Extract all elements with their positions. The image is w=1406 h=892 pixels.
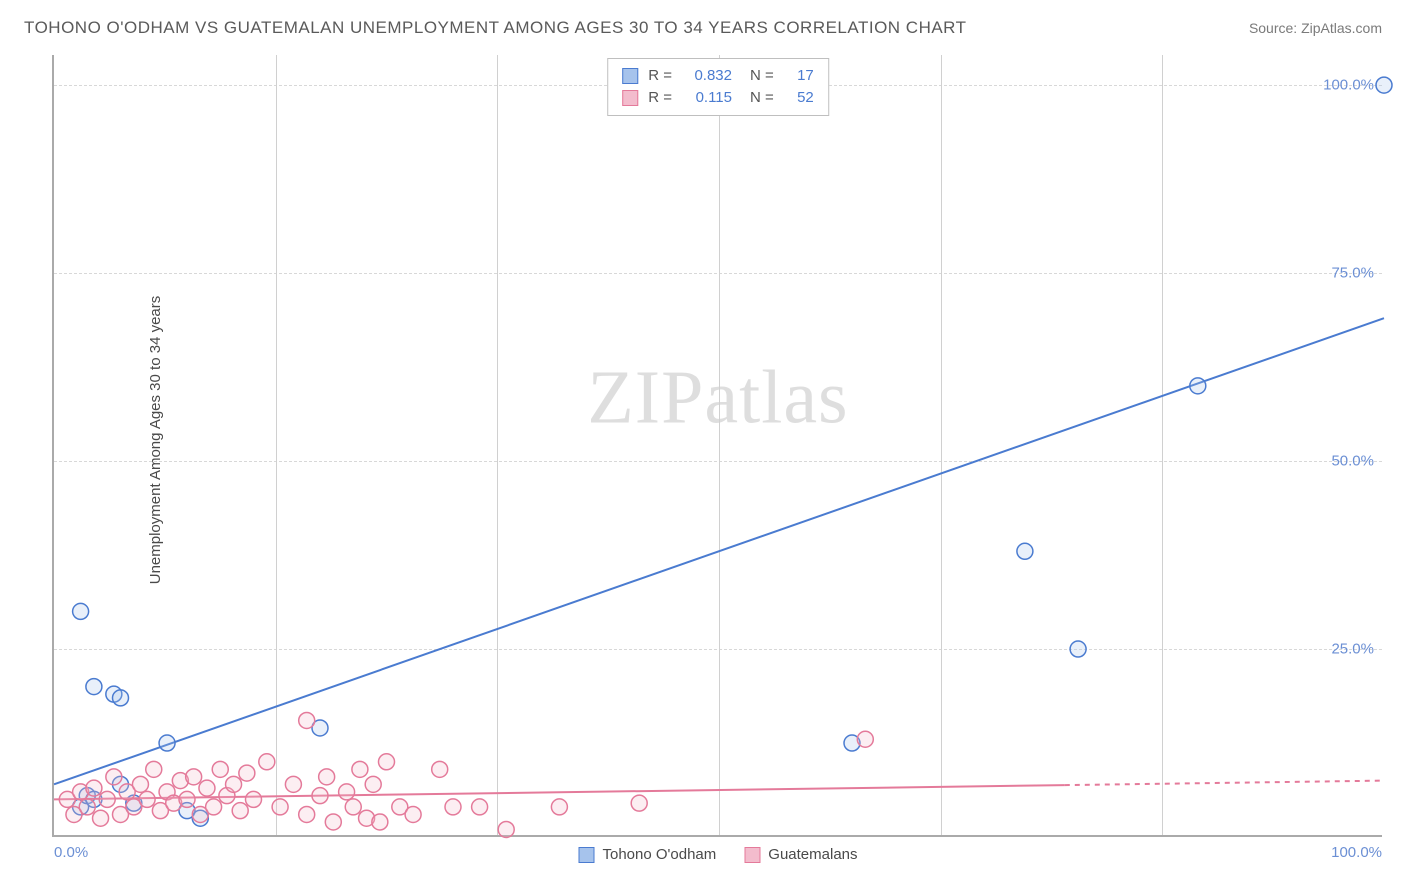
data-point [472,799,488,815]
data-point [1017,543,1033,559]
y-tick-label: 100.0% [1323,77,1374,94]
y-tick-label: 75.0% [1331,265,1374,282]
scatter-plot [54,55,1382,835]
data-point [93,810,109,826]
data-point [405,806,421,822]
data-point [312,788,328,804]
series-swatch [579,847,595,863]
r-value: 0.832 [682,65,732,87]
data-point [551,799,567,815]
n-value: 52 [784,87,814,109]
series-swatch [622,68,638,84]
data-point [99,791,115,807]
chart-area: ZIPatlas R =0.832N =17R =0.115N =52 Toho… [52,55,1382,837]
y-tick-label: 25.0% [1331,641,1374,658]
data-point [345,799,361,815]
x-tick-label: 0.0% [54,844,88,861]
data-point [226,776,242,792]
r-label: R = [648,65,672,87]
data-point [299,712,315,728]
data-point [445,799,461,815]
data-point [199,780,215,796]
data-point [1070,641,1086,657]
data-point [259,754,275,770]
n-value: 17 [784,65,814,87]
data-point [285,776,301,792]
n-label: N = [750,87,774,109]
data-point [299,806,315,822]
legend: Tohono O'odham Guatemalans [579,846,858,863]
legend-label: Tohono O'odham [603,846,717,863]
data-point [206,799,222,815]
data-point [352,761,368,777]
data-point [339,784,355,800]
data-point [365,776,381,792]
source-label: Source: ZipAtlas.com [1249,20,1382,36]
data-point [246,791,262,807]
trend-line [54,318,1384,784]
data-point [272,799,288,815]
data-point [432,761,448,777]
data-point [239,765,255,781]
n-label: N = [750,65,774,87]
data-point [79,799,95,815]
trend-line-dashed [1065,781,1384,786]
correlation-row: R = 0.832 N = 17 [622,65,814,87]
data-point [232,803,248,819]
data-point [159,735,175,751]
data-point [73,603,89,619]
correlation-row: R = 0.115 N = 52 [622,87,814,109]
data-point [319,769,335,785]
data-point [372,814,388,830]
series-swatch [744,847,760,863]
data-point [86,780,102,796]
data-point [325,814,341,830]
data-point [379,754,395,770]
data-point [106,769,122,785]
chart-title: TOHONO O'ODHAM VS GUATEMALAN UNEMPLOYMEN… [24,18,967,38]
legend-item: Guatemalans [744,846,857,863]
data-point [631,795,647,811]
correlation-box: R = 0.832 N = 17 R = 0.115 N = 52 [607,58,829,116]
r-value: 0.115 [682,87,732,109]
data-point [1190,378,1206,394]
data-point [1376,77,1392,93]
x-tick-label: 100.0% [1331,844,1382,861]
data-point [146,761,162,777]
series-swatch [622,90,638,106]
data-point [186,769,202,785]
y-tick-label: 50.0% [1331,453,1374,470]
data-point [498,821,514,837]
legend-label: Guatemalans [768,846,857,863]
data-point [132,776,148,792]
r-label: R = [648,87,672,109]
data-point [857,731,873,747]
data-point [179,791,195,807]
data-point [212,761,228,777]
data-point [86,679,102,695]
data-point [113,690,129,706]
data-point [139,791,155,807]
legend-item: Tohono O'odham [579,846,717,863]
